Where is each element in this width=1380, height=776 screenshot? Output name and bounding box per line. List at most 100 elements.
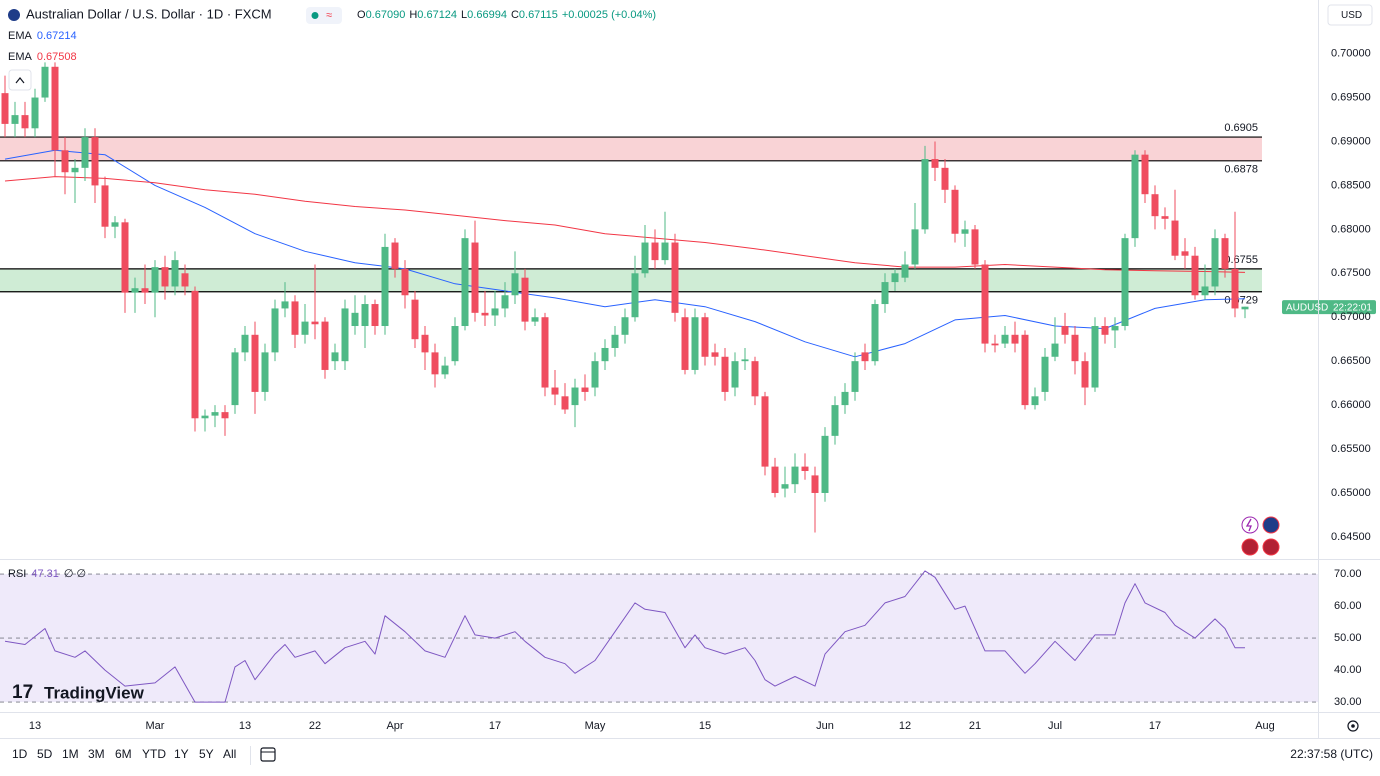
- candle-body: [601, 347, 609, 362]
- ema-name: EMA: [8, 51, 33, 63]
- zone-label: 0.6878: [1224, 164, 1258, 176]
- candle-body: [571, 387, 579, 406]
- rsi-tick-label: 70.00: [1334, 568, 1362, 580]
- timeframe-button[interactable]: 1D: [12, 747, 28, 761]
- candle-body: [321, 321, 329, 370]
- timeframe-button[interactable]: 6M: [115, 747, 132, 761]
- candle-body: [581, 387, 589, 392]
- ohlc-key: O: [357, 9, 366, 21]
- candle-body: [761, 396, 769, 467]
- timeframe-button[interactable]: 3M: [88, 747, 105, 761]
- candle-body: [641, 242, 649, 274]
- x-tick-label: Jul: [1048, 720, 1062, 732]
- candle-body: [291, 301, 299, 335]
- candle-body: [301, 321, 309, 335]
- candle-body: [1181, 251, 1189, 256]
- candle-body: [671, 242, 679, 313]
- candle-body: [451, 326, 459, 362]
- candle-body: [1071, 334, 1079, 362]
- candle-body: [1241, 306, 1249, 310]
- event-icon[interactable]: [1241, 538, 1259, 556]
- candle-body: [851, 361, 859, 392]
- status-badge[interactable]: [306, 7, 342, 24]
- currency-button[interactable]: [1327, 4, 1373, 26]
- x-tick-label: Apr: [386, 720, 403, 732]
- ohlc-value: 0.67124: [417, 9, 457, 21]
- collapse-legend-button[interactable]: [8, 69, 32, 91]
- ohlc-values: O0.67090 H0.67124 L0.66994 C0.67115 +0.00025…: [357, 9, 656, 21]
- candle-body: [541, 317, 549, 388]
- candle-body: [1101, 326, 1109, 335]
- candle-body: [171, 260, 179, 287]
- candle-body: [811, 475, 819, 493]
- clock[interactable]: 22:37:58 (UTC): [1290, 747, 1373, 761]
- ema-legend: EMA 0.67508: [8, 51, 77, 63]
- symbol-flag: [8, 9, 20, 21]
- candle-body: [1111, 326, 1119, 331]
- candle-body: [1031, 396, 1039, 406]
- ema-line: [4, 176, 1246, 273]
- candle-body: [441, 365, 449, 375]
- timeframe-button[interactable]: 1Y: [174, 747, 189, 761]
- candle-body: [751, 361, 759, 397]
- ema-value: 0.67508: [37, 51, 77, 63]
- candle-body: [941, 167, 949, 190]
- timeframe-button[interactable]: 5Y: [199, 747, 214, 761]
- candle-body: [881, 282, 889, 305]
- x-tick-label: 15: [699, 720, 711, 732]
- timeframe-button[interactable]: All: [223, 747, 236, 761]
- date-range-button[interactable]: [260, 747, 276, 762]
- candle-body: [11, 115, 19, 124]
- candle-body: [921, 159, 929, 230]
- candle-body: [221, 412, 229, 419]
- candle-body: [791, 466, 799, 485]
- event-icon[interactable]: [1262, 538, 1280, 556]
- candle-body: [91, 137, 99, 186]
- candle-body: [481, 312, 489, 316]
- candle-body: [61, 150, 69, 173]
- event-icon[interactable]: [1262, 516, 1280, 534]
- ohlc-value: 0.67090: [366, 9, 406, 21]
- y-tick-label: 0.69000: [1331, 135, 1371, 147]
- price-label-symbol: AUDUSD: [1286, 302, 1328, 313]
- axis-settings[interactable]: [1347, 720, 1359, 732]
- collapse-icon: [15, 77, 25, 84]
- y-tick-label: 0.67500: [1331, 267, 1371, 279]
- timeframe-button[interactable]: YTD: [142, 747, 166, 761]
- y-tick-label: 0.67000: [1331, 311, 1371, 323]
- candle-body: [611, 334, 619, 348]
- candle-body: [711, 352, 719, 357]
- symbol-title: Australian Dollar / U.S. Dollar · 1D · F…: [26, 6, 272, 21]
- candle-body: [151, 267, 159, 293]
- candle-body: [41, 66, 49, 98]
- candle-body: [901, 264, 909, 278]
- candle-body: [621, 317, 629, 335]
- rsi-line: [4, 570, 1245, 703]
- candle-body: [1011, 334, 1019, 344]
- ema-name: EMA: [8, 30, 33, 42]
- rsi-layer: 70.00 60.00 50.00 40.00 30.00: [0, 568, 1362, 708]
- candle-body: [831, 405, 839, 436]
- zone: [0, 137, 1262, 161]
- timeframe-button[interactable]: 1M: [62, 747, 79, 761]
- x-tick-label: Jun: [816, 720, 834, 732]
- timeframe-button[interactable]: 5D: [37, 747, 53, 761]
- candle-body: [461, 238, 469, 327]
- ohlc-key: L: [461, 9, 467, 21]
- axis-settings-dot: [1351, 724, 1355, 728]
- candle-body: [81, 137, 89, 168]
- candle-body: [531, 317, 539, 322]
- x-tick-label: 22: [309, 720, 321, 732]
- logo: TradingView: [44, 683, 145, 702]
- candle-body: [721, 356, 729, 392]
- candle-body: [51, 66, 59, 151]
- rsi-tick-label: 50.00: [1334, 632, 1362, 644]
- candle-body: [801, 466, 809, 472]
- candle-body: [281, 301, 289, 309]
- event-icon[interactable]: [1241, 516, 1259, 534]
- x-tick-label: Aug: [1255, 720, 1275, 732]
- candle-body: [911, 229, 919, 265]
- y-tick-label: 0.64500: [1331, 531, 1371, 543]
- rsi-value: 47.31: [31, 568, 59, 580]
